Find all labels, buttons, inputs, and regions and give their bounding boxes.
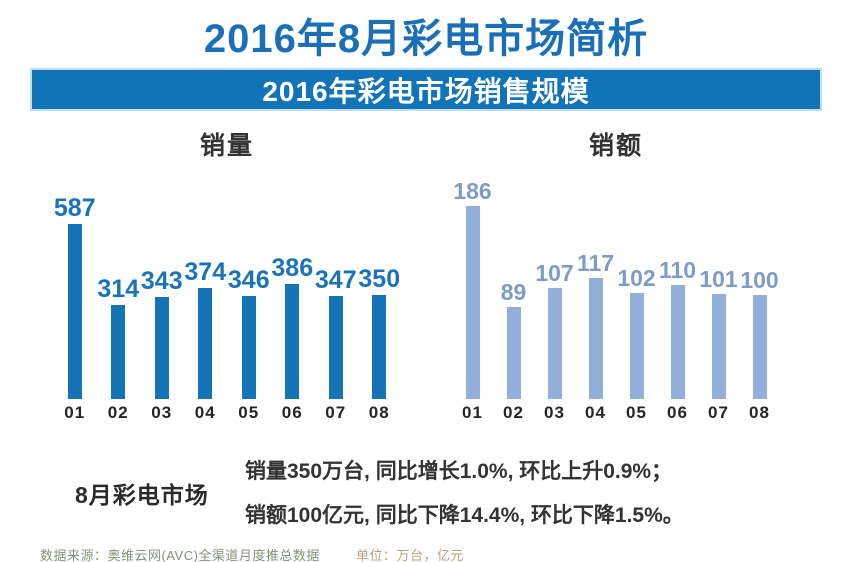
bar [629,293,644,399]
bar [752,295,767,399]
x-tick-label: 05 [238,403,260,422]
x-tick-label: 01 [462,403,483,422]
bar-value-label: 186 [453,177,492,204]
bar [588,278,603,399]
bar-group: 587 [53,179,97,399]
bar [328,296,343,399]
x-tick-label: 02 [503,403,524,422]
bar [198,288,213,399]
right-chart-title: 销额 [588,132,643,160]
bar [241,296,256,399]
summary-heading: 8月彩电市场 [75,482,209,508]
page-title: 2016年8月彩电市场简析 [203,17,649,61]
bar-group: 347 [314,179,358,399]
bar-value-label: 374 [184,257,227,286]
x-tick-label: 08 [368,403,390,422]
bar-value-label: 89 [500,278,527,305]
bar-value-label: 386 [271,253,314,282]
left-chart-title: 销量 [199,132,254,160]
x-tick-label: 07 [325,403,347,422]
bar-group: 110 [657,171,698,399]
x-tick-label: 05 [626,403,647,422]
x-tick-label: 04 [585,403,606,422]
bar-group: 386 [271,179,315,399]
bar [711,294,726,399]
unit-note: 单位：万台，亿元 [356,548,465,562]
bar-group: 314 [97,179,141,399]
bar [465,206,480,399]
bar-group: 186 [452,171,493,399]
bar-value-label: 343 [140,266,183,295]
bar-value-label: 346 [227,265,270,294]
bar [670,285,685,399]
sales-amount-x-axis: 01 02 03 04 05 06 07 08 [452,403,780,423]
bar-group: 374 [184,179,228,399]
bar-group: 350 [358,179,402,399]
bar [547,288,562,399]
bar [154,297,169,399]
sales-amount-chart: 186 89 107 117 102 110 101 100 [452,171,780,399]
bar [285,284,300,399]
bar-value-label: 350 [358,264,401,293]
bar [506,307,521,399]
bar-value-label: 314 [97,274,140,303]
bar-group: 346 [227,179,271,399]
bar [111,305,126,399]
bar-value-label: 347 [314,265,357,294]
x-tick-label: 01 [64,403,86,422]
bar-group: 101 [698,171,739,399]
x-tick-label: 04 [194,403,216,422]
summary-text: 销量350万台, 同比增长1.0%, 环比上升0.9%； 销额100亿元, 同比… [245,450,684,538]
sales-volume-chart: 587 314 343 374 346 386 347 350 [53,179,401,399]
x-tick-label: 03 [544,403,565,422]
bar-value-label: 117 [576,249,615,276]
summary-line-amount: 销额100亿元, 同比下降14.4%, 环比下降1.5%。 [245,504,684,527]
bar-value-label: 102 [617,264,656,291]
bar-value-label: 110 [658,256,697,283]
x-tick-label: 07 [708,403,729,422]
x-tick-label: 03 [151,403,173,422]
bar-group: 107 [534,171,575,399]
bar-value-label: 107 [535,259,574,286]
bar-group: 89 [493,171,534,399]
bar-group: 117 [575,171,616,399]
bar-value-label: 101 [699,265,738,292]
x-tick-label: 08 [749,403,770,422]
section-banner-title: 2016年彩电市场销售规模 [262,75,590,107]
summary-line-volume: 销量350万台, 同比增长1.0%, 环比上升0.9%； [245,460,673,483]
bar [67,224,82,399]
bar-group: 343 [140,179,184,399]
x-tick-label: 06 [281,403,303,422]
data-source-note: 数据来源：奥维云网(AVC)全渠道月度推总数据 [40,548,320,562]
x-tick-label: 06 [667,403,688,422]
bar-value-label: 100 [740,266,779,293]
x-tick-label: 02 [107,403,129,422]
section-banner: 2016年彩电市场销售规模 [30,68,822,111]
bar-group: 100 [739,171,780,399]
bar-group: 102 [616,171,657,399]
bar-value-label: 587 [53,193,96,222]
bar [372,295,387,399]
sales-volume-x-axis: 01 02 03 04 05 06 07 08 [53,403,401,423]
